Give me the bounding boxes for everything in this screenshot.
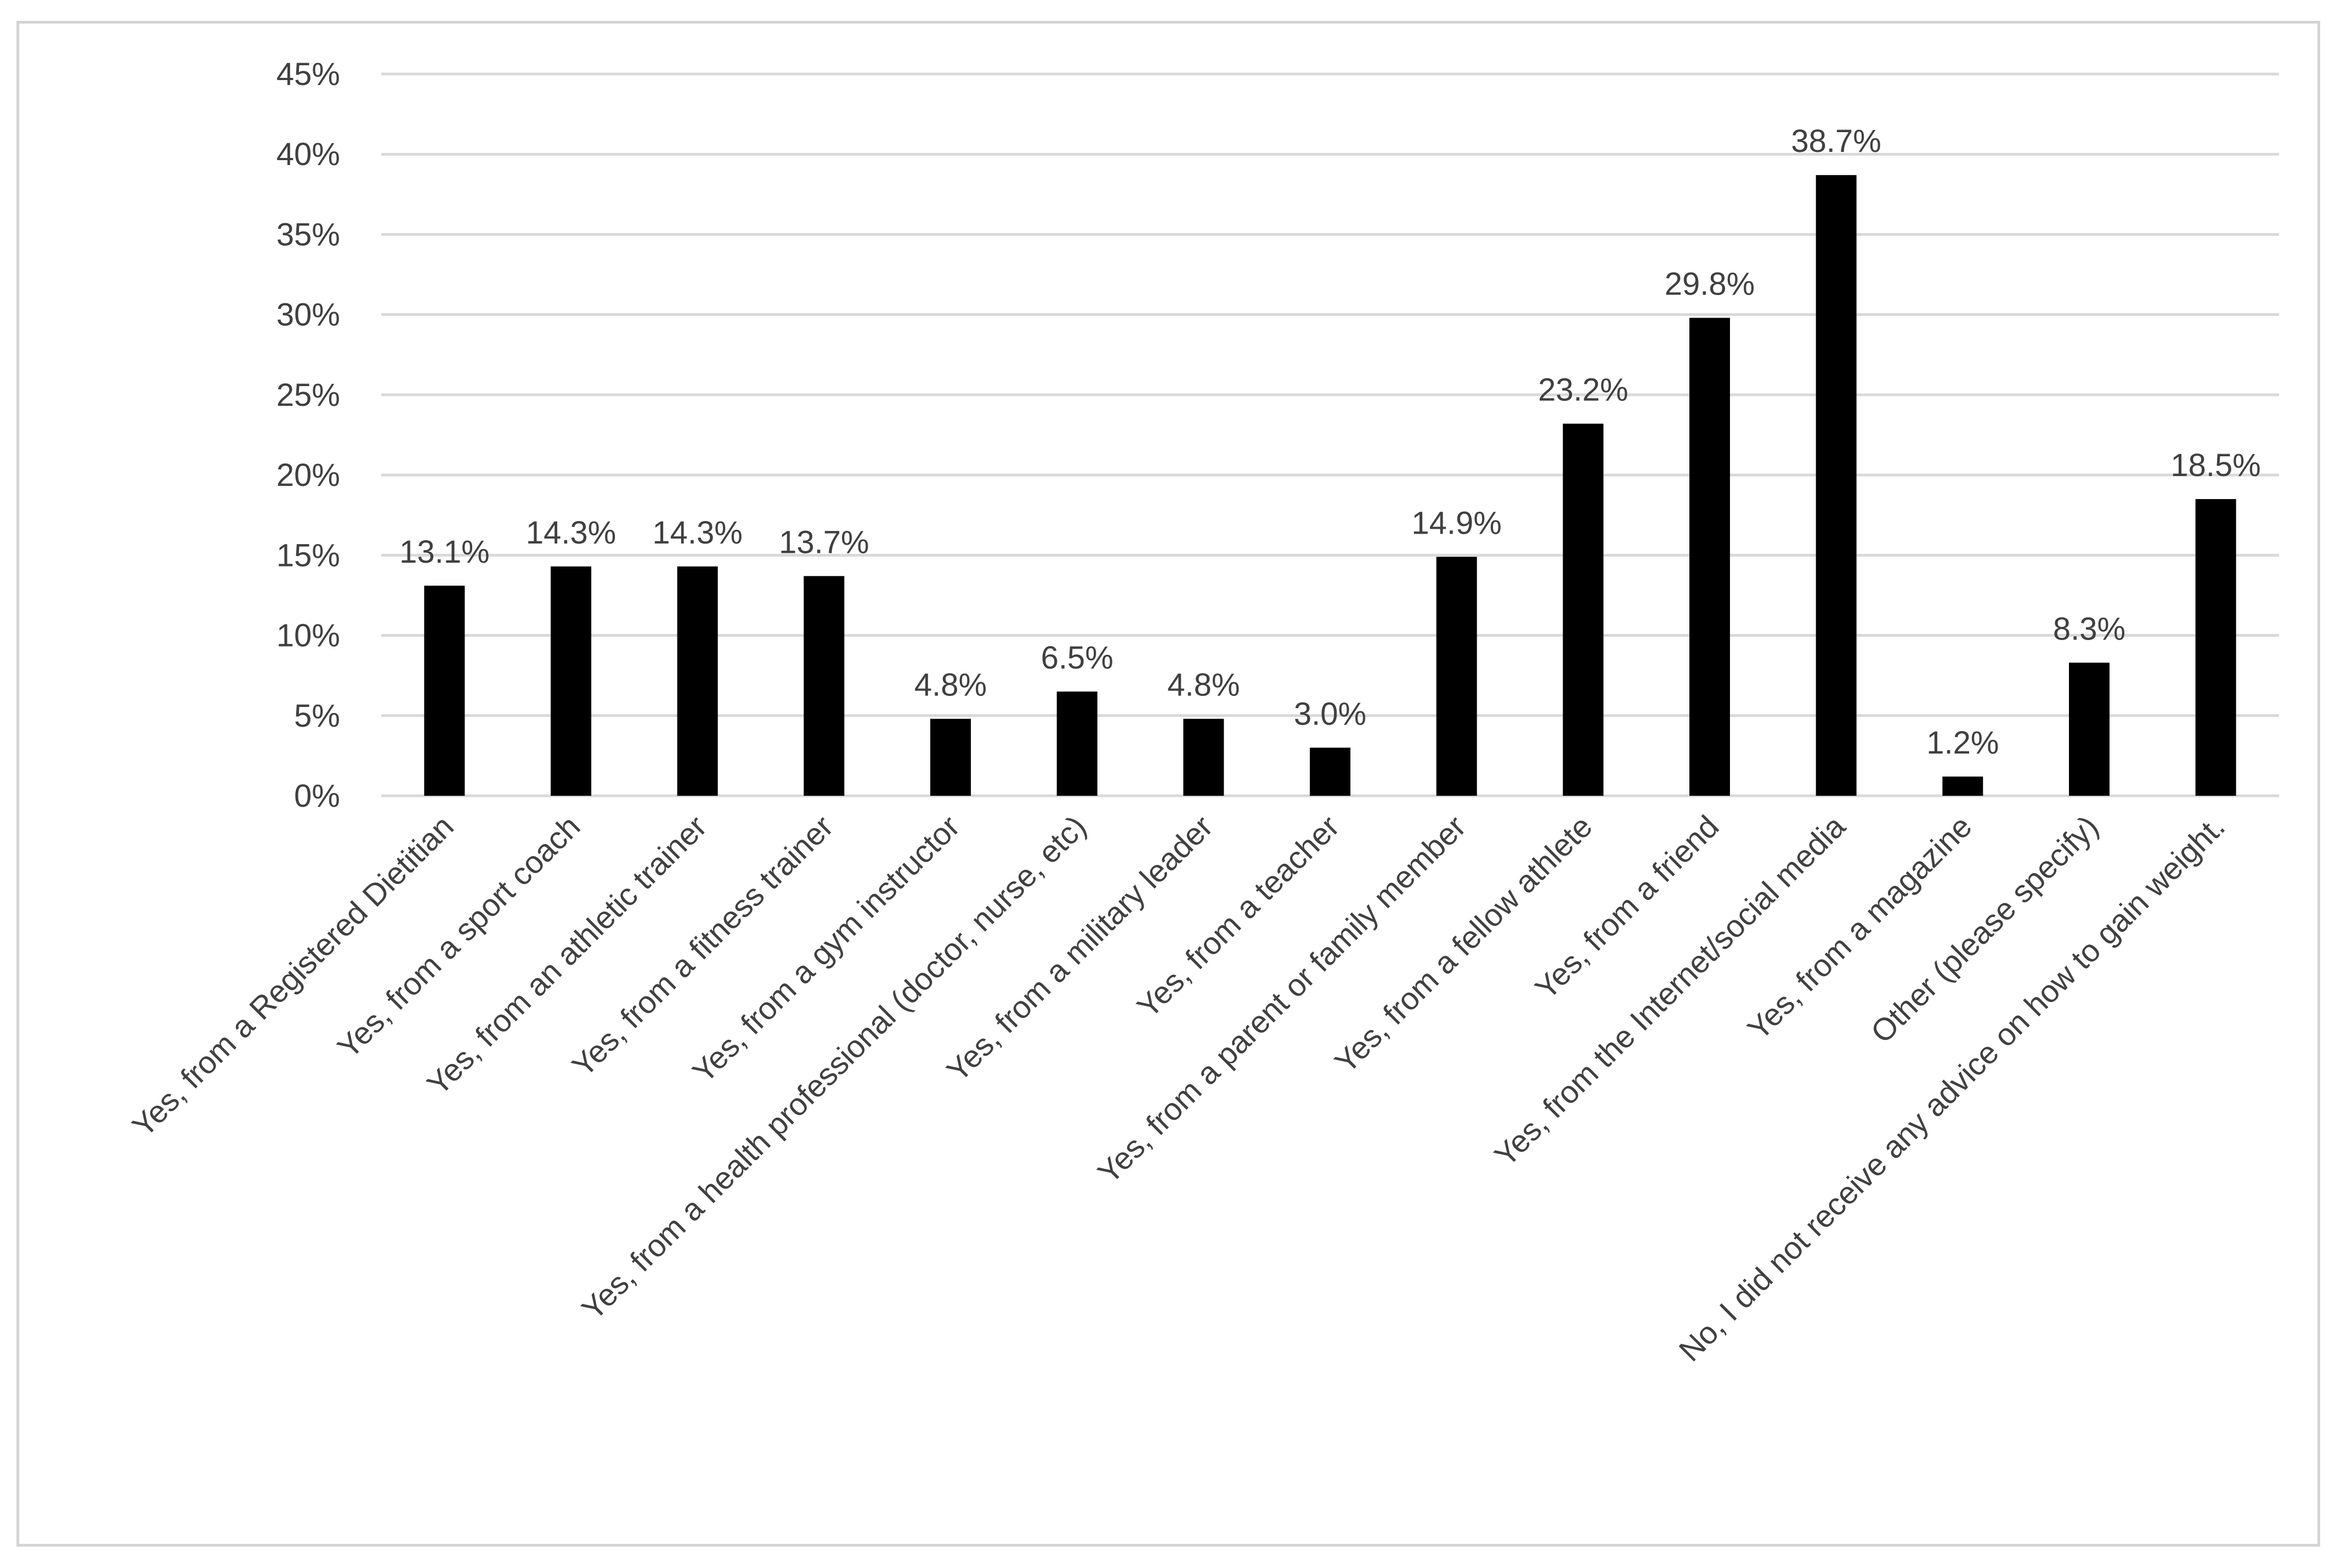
data-label: 38.7%	[1791, 123, 1881, 159]
bar	[1689, 318, 1730, 796]
data-label: 4.8%	[1167, 667, 1240, 703]
x-tick-label: Yes, from a military leader	[940, 809, 1220, 1089]
bar	[930, 718, 971, 796]
y-tick-label: 35%	[276, 217, 340, 252]
bar	[424, 585, 465, 796]
data-label: 8.3%	[2053, 611, 2125, 647]
bars	[424, 175, 2236, 796]
y-tick-label: 20%	[276, 457, 340, 493]
bar	[1816, 175, 1857, 796]
data-label: 3.0%	[1294, 696, 1366, 732]
data-label: 1.2%	[1926, 725, 1999, 761]
y-axis-tick-labels: 0% 5% 10% 15% 20% 25% 30% 35% 40% 45%	[276, 56, 340, 814]
y-tick-label: 15%	[276, 537, 340, 573]
bar	[1436, 557, 1477, 796]
data-label: 18.5%	[2170, 448, 2260, 483]
bar-chart: 0%5%10%15%20%25%30%35%40%45% 13.1%14.3% 1…	[126, 56, 2279, 1368]
y-tick-label: 30%	[276, 297, 340, 333]
bar	[551, 566, 591, 796]
bar	[804, 576, 845, 796]
data-label: 4.8%	[914, 667, 987, 703]
x-tick-label: Other (please specify)	[1864, 809, 2106, 1050]
gridlines	[381, 72, 2279, 797]
data-label: 14.3%	[652, 515, 742, 551]
bar	[1183, 718, 1224, 796]
x-tick-label: Yes, from a sport coach	[331, 809, 587, 1065]
y-tick-label: 45%	[276, 56, 340, 92]
data-label: 29.8%	[1665, 267, 1755, 302]
data-label: 13.7%	[779, 524, 869, 560]
data-label: 14.3%	[526, 515, 616, 551]
x-tick-label: Yes, from a gym instructor	[686, 809, 966, 1090]
data-label: 6.5%	[1041, 640, 1113, 676]
bar	[1563, 423, 1604, 796]
bar	[2195, 499, 2236, 796]
x-tick-label: Yes, from a magazine	[1741, 809, 1979, 1047]
y-tick-label: 5%	[294, 698, 340, 734]
chart-frame: 0% 5% 10% 15% 20% 25% 30% 35% 40% 45% 13.1% 14.3% 1…	[16, 21, 2320, 1547]
y-tick-label: 10%	[276, 618, 340, 654]
data-label: 14.9%	[1411, 505, 1501, 541]
bar	[677, 566, 718, 796]
y-tick-label: 25%	[276, 377, 340, 413]
bar	[1310, 748, 1350, 796]
bar	[1056, 691, 1098, 796]
y-tick-label: 40%	[276, 137, 340, 172]
bar	[1942, 776, 1983, 796]
x-tick-label: Yes, from a fellow athlete	[1328, 809, 1599, 1080]
x-tick-label: Yes, from a fitness trainer	[566, 809, 840, 1084]
data-label: 13.1%	[399, 534, 489, 570]
bar	[2069, 663, 2110, 796]
y-tick-label: 0%	[294, 778, 340, 814]
data-labels: 13.1% 14.3% 14.3% 13.7% 4.8% 6.5% 4.8% 3.0% 14.9…	[399, 123, 2261, 761]
data-label: 23.2%	[1538, 372, 1628, 408]
